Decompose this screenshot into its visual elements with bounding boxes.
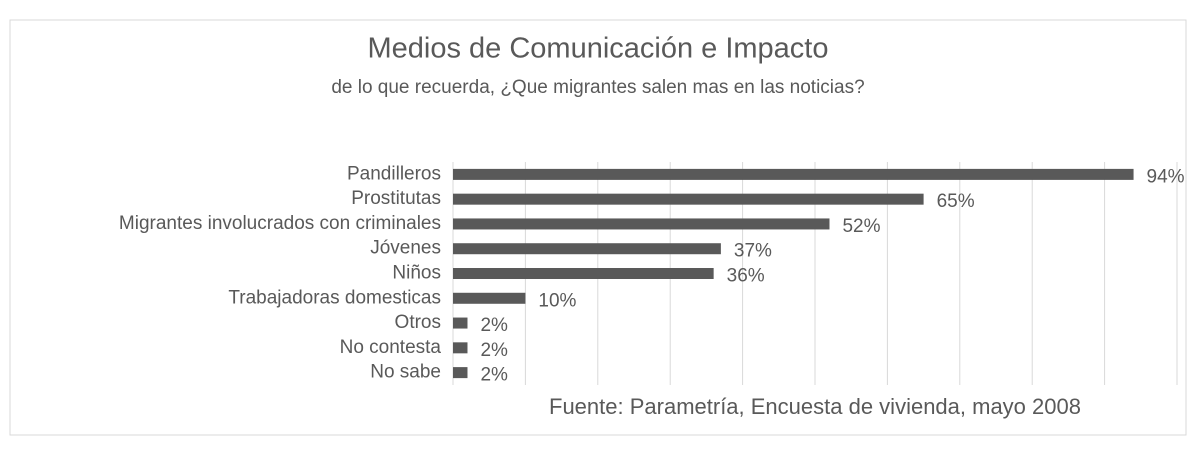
data-label: 37%: [734, 241, 772, 262]
bar: [453, 218, 830, 230]
data-label: 2%: [480, 340, 508, 361]
y-tick-label: Niños: [392, 263, 441, 284]
data-label: 36%: [727, 266, 765, 287]
y-tick-label: Trabajadoras domesticas: [228, 287, 441, 308]
y-tick-label: Otros: [395, 312, 441, 333]
data-label: 65%: [937, 191, 975, 212]
y-tick-label: Jóvenes: [370, 238, 441, 259]
y-tick-label: Prostitutas: [351, 188, 441, 209]
bar: [453, 292, 526, 304]
data-label: 2%: [480, 365, 508, 386]
bar: [453, 268, 714, 279]
data-label: 2%: [480, 315, 508, 336]
bar: [453, 317, 468, 329]
data-label: 10%: [538, 290, 576, 311]
data-label: 94%: [1147, 166, 1185, 187]
chart-title: Medios de Comunicación e Impacto: [367, 33, 828, 65]
y-tick-label: No sabe: [370, 362, 441, 383]
y-tick-label: No contesta: [340, 337, 442, 358]
bar: [453, 168, 1134, 180]
bar: [453, 342, 468, 354]
data-label: 52%: [842, 216, 880, 237]
bar: [453, 367, 468, 379]
source-note: Fuente: Parametría, Encuesta de vivienda…: [549, 394, 1081, 419]
y-tick-label: Migrantes involucrados con criminales: [119, 213, 441, 234]
y-tick-label: Pandilleros: [347, 163, 441, 184]
bar: [453, 243, 721, 255]
chart-subtitle: de lo que recuerda, ¿Que migrantes salen…: [331, 77, 864, 98]
bar: [453, 193, 924, 205]
